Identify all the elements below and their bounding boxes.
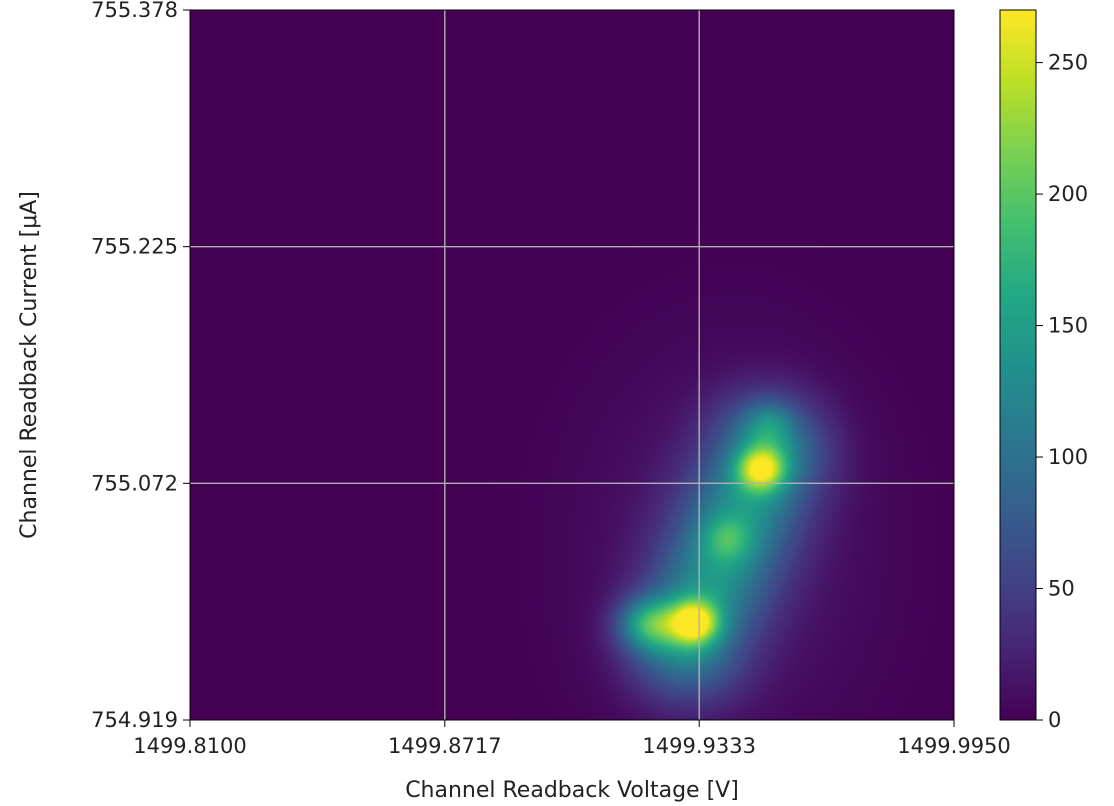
y-axis: 754.919 755.072 755.225 755.378: [91, 0, 190, 732]
x-tick-label: 1499.9333: [642, 734, 756, 758]
x-tick-label: 1499.8100: [133, 734, 247, 758]
y-tick-label: 755.225: [91, 235, 178, 259]
colorbar-tick-label: 0: [1048, 708, 1061, 732]
colorbar: 0 50 100 150 200 250: [999, 9, 1088, 732]
plot-frame: [189, 9, 955, 721]
colorbar-tick-label: 100: [1048, 445, 1088, 469]
plot-area: [189, 9, 955, 721]
x-tick-label: 1499.8717: [388, 734, 502, 758]
colorbar-tick-label: 50: [1048, 577, 1075, 601]
colorbar-ticks: 0 50 100 150 200 250: [1036, 51, 1088, 732]
x-axis: 1499.8100 1499.8717 1499.9333 1499.9950: [133, 720, 1011, 758]
y-tick-label: 755.378: [91, 0, 178, 22]
grid-lines: [190, 10, 954, 720]
colorbar-tick-label: 150: [1048, 314, 1088, 338]
colorbar-gradient: [999, 9, 1037, 721]
x-tick-label: 1499.9950: [897, 734, 1011, 758]
colorbar-tick-label: 200: [1048, 182, 1088, 206]
colorbar-tick-label: 250: [1048, 51, 1088, 75]
y-axis-label: Channel Readback Current [μA]: [17, 191, 42, 539]
y-tick-label: 755.072: [91, 471, 178, 495]
y-tick-label: 754.919: [91, 708, 178, 732]
x-axis-label: Channel Readback Voltage [V]: [405, 778, 739, 803]
